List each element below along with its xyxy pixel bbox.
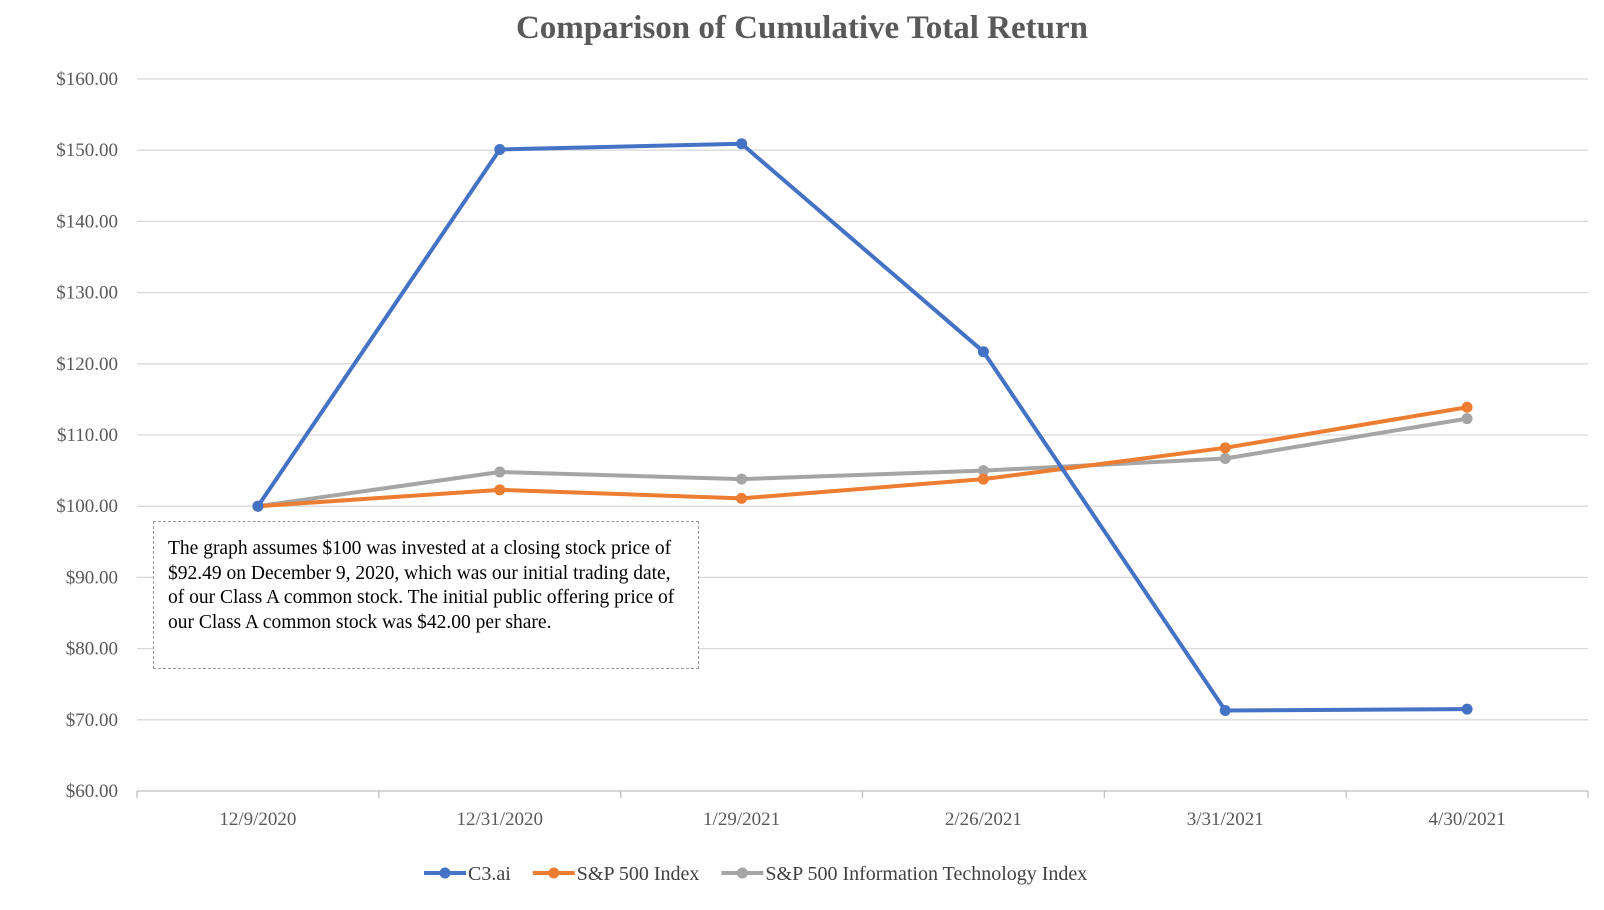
data-point: [1219, 452, 1231, 464]
y-tick-label: $160.00: [56, 69, 118, 90]
data-point: [1219, 442, 1231, 454]
data-point: [977, 465, 989, 477]
data-point: [494, 466, 506, 478]
data-point: [977, 473, 989, 485]
series: [252, 413, 1473, 512]
y-tick-label: $70.00: [66, 710, 118, 731]
y-tick-label: $100.00: [56, 496, 118, 517]
legend-swatch-marker: [548, 867, 560, 879]
x-tick-label: 3/31/2021: [1187, 809, 1264, 830]
data-point: [494, 484, 506, 496]
series-line: [255, 416, 1470, 509]
data-point: [977, 346, 989, 358]
y-tick-label: $90.00: [66, 567, 118, 588]
chart-annotation-note: The graph assumes $100 was invested at a…: [153, 521, 699, 669]
y-tick-label: $60.00: [66, 781, 118, 802]
legend-label: S&P 500 Index: [577, 863, 700, 885]
x-tick-label: 12/9/2020: [219, 809, 296, 830]
legend: C3.ai S&P 500 Index S&P 500 Information Te…: [424, 863, 1087, 885]
legend-swatch-marker: [439, 867, 451, 879]
data-point: [736, 138, 748, 150]
y-tick-label: $130.00: [56, 283, 118, 304]
y-tick-label: $120.00: [56, 354, 118, 375]
legend-label: S&P 500 Information Technology Index: [765, 863, 1087, 885]
series: [252, 138, 1473, 717]
x-tick-label: 1/29/2021: [703, 809, 780, 830]
chart-title: Comparison of Cumulative Total Return: [516, 10, 1088, 46]
data-point: [252, 500, 264, 512]
data-point: [736, 473, 748, 485]
series: [252, 401, 1473, 512]
y-tick-label: $140.00: [56, 211, 118, 232]
x-tick-label: 12/31/2020: [456, 809, 543, 830]
legend-swatch-marker: [736, 867, 748, 879]
data-point: [1461, 413, 1473, 425]
legend-label: C3.ai: [468, 863, 511, 885]
x-tick-label: 2/26/2021: [945, 809, 1022, 830]
legend-item: S&P 500 Information Technology Index: [721, 863, 1087, 885]
y-tick-label: $80.00: [66, 639, 118, 660]
data-point: [1219, 705, 1231, 717]
data-point: [1461, 401, 1473, 413]
x-axis: 12/9/2020 12/31/2020 1/29/2021 2/26/2021 3/3…: [136, 790, 1589, 830]
data-point: [736, 492, 748, 504]
data-point: [494, 143, 506, 155]
series-line: [255, 141, 1470, 713]
y-axis-tick-labels: $60.00 $70.00 $80.00 $90.00 $100.00 $110.00 $1…: [56, 69, 118, 802]
legend-item: S&P 500 Index: [532, 863, 700, 885]
y-tick-label: $110.00: [57, 425, 118, 446]
data-point: [1461, 703, 1473, 715]
x-tick-label: 4/30/2021: [1429, 809, 1506, 830]
series-line: [255, 405, 1470, 509]
y-tick-label: $150.00: [56, 140, 118, 161]
data-series: [252, 138, 1473, 717]
legend-item: C3.ai: [424, 863, 511, 885]
